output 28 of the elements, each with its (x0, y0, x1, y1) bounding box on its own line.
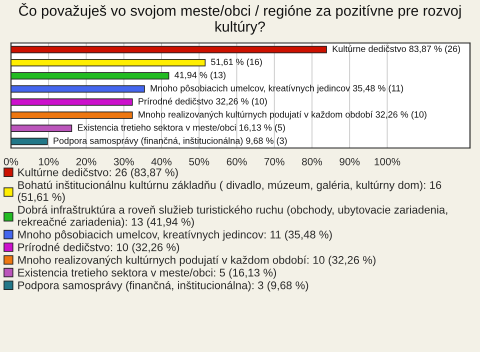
data-label: Mnoho pôsobiacich umelcov, kreatívnych jedincov 35,48 % (11) (150, 84, 404, 94)
data-label: Prírodné dedičstvo 32,26 % (10) (138, 98, 267, 106)
data-label: Kultúrne dedičstvo 83,87 % (26) (332, 45, 460, 54)
data-label: 51,61 % (16) (211, 58, 262, 67)
legend-label: Bohatú inštitucionálnu kultúrnu základňu ( divadlo, múzeum, galéria, kultúrny dom): 16 (51,61 %) (18, 180, 442, 204)
x-tick-label: 40% (151, 158, 172, 166)
legend-label: Mnoho pôsobiacich umelcov, kreatívnych jedincov: 11 (35,48 %) (18, 230, 332, 241)
legend-label: Mnoho realizovaných kultúrnych podujatí v každom období: 10 (32,26 %) (18, 256, 376, 266)
data-label: Podpora samosprávy (finančná, inštitucionálna) 9,68 % (3) (54, 137, 287, 146)
x-tick-label: 0% (4, 158, 18, 166)
legend-label: Kultúrne dedičstvo: 26 (83,87 %) (18, 168, 178, 178)
x-tick-label: 20% (76, 158, 96, 166)
x-tick-label: 100% (374, 158, 400, 166)
chart-title: Čo považuješ vo svojom meste/obci / regióne za pozitívne pre rozvoj kultúry? (19, 3, 461, 35)
x-tick-label: 90% (340, 158, 360, 166)
x-tick-label: 70% (264, 158, 284, 166)
x-tick-label: 10% (38, 158, 59, 166)
data-label: 41,94 % (13) (174, 72, 226, 80)
data-label: Existencia tretieho sektora v meste/obci 16,13 % (5) (78, 124, 285, 133)
legend-label: Podpora samosprávy (finančná, inštitucionálna): 3 (9,68 %) (18, 280, 308, 292)
x-tick-label: 60% (226, 158, 247, 166)
legend-label: Prírodné dedičstvo: 10 (32,26 %) (18, 242, 180, 254)
x-tick-label: 30% (114, 158, 134, 166)
x-tick-label: 80% (302, 158, 322, 166)
legend-label: Dobrá infraštruktúra a roveň služieb turistického ruchu (obchody, ubytovacie zariadenia, rekreačné zariadenia): 13 (41,94 %) (18, 205, 448, 228)
legend-label: Existencia tretieho sektora v meste/obci: 5 (16,13 %) (18, 268, 276, 279)
x-tick-label: 50% (189, 158, 210, 166)
data-label: Mnoho realizovaných kultúrnych podujatí v každom období 32,26 % (10) (138, 110, 426, 120)
